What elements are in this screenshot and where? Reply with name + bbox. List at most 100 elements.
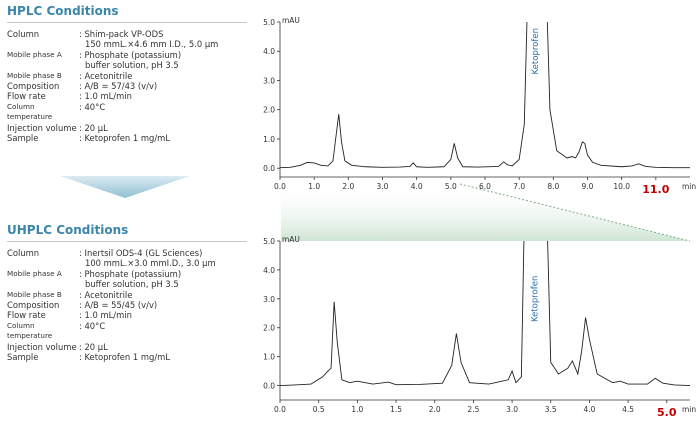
y-tick-label: 5.0 [263, 18, 275, 27]
y-tick-label: 0.0 [263, 382, 275, 391]
y-tick-label: 4.0 [263, 266, 275, 275]
x-tick-label: 0.0 [274, 182, 286, 191]
condition-label: Column [7, 248, 40, 258]
y-tick-label: 5.0 [263, 237, 275, 246]
y-tick-label: 0.0 [263, 164, 275, 173]
condition-label: Column temperature [7, 320, 53, 341]
condition-line: : Phosphate (potassium) [79, 49, 182, 60]
condition-label: Column [7, 29, 40, 39]
condition-value: : 1.0 mL/min [79, 310, 132, 320]
condition-row: Mobile phase B: Acetonitrile [7, 290, 247, 300]
condition-label: Mobile phase A [7, 49, 62, 59]
y-tick-label: 1.0 [263, 353, 275, 362]
condition-value: : A/B = 55/45 (v/v) [79, 300, 157, 310]
x-tick-label: 1.5 [390, 405, 402, 414]
peak-label: Ketoprofen [531, 276, 541, 322]
x-tick-label: 1.0 [308, 182, 320, 191]
condition-row: Column : Inertsil ODS-4 (GL Sciences) 100 … [7, 248, 247, 269]
x-tick-label: 4.0 [411, 182, 423, 191]
condition-row: Flow rate : 1.0 mL/min [7, 310, 247, 320]
condition-value: : 40°C [79, 102, 105, 123]
condition-label: Flow rate [7, 91, 46, 102]
peak-label: Ketoprofen [531, 28, 541, 74]
condition-line: : 1.0 mL/min [79, 91, 132, 102]
section-title: HPLC Conditions [7, 4, 247, 23]
condition-row: Column : Shim-pack VP-ODS 150 mmL.×4.6 mm … [7, 29, 247, 50]
x-tick-label: 11.0 [642, 183, 669, 196]
condition-line: : Ketoprofen 1 mg/mL [79, 133, 170, 144]
condition-line: : Inertsil ODS-4 (GL Sciences) [79, 248, 203, 258]
condition-value: : 20 μL [79, 123, 108, 133]
condition-value: : Phosphate (potassium) buffer solution, … [79, 50, 181, 71]
uhplc-conditions: UHPLC Conditions Column : Inertsil ODS-4 (… [7, 223, 247, 362]
condition-line: : 1.0 mL/min [79, 310, 132, 321]
condition-value: : Phosphate (potassium) buffer solution, … [79, 269, 181, 290]
y-tick-label: 4.0 [263, 47, 275, 56]
condition-row: Sample : Ketoprofen 1 mg/mL [7, 133, 247, 143]
x-tick-label: 0.0 [274, 405, 286, 414]
x-tick-label: 4.5 [622, 405, 634, 414]
condition-value: : 20 μL [79, 342, 108, 352]
condition-row: Mobile phase B: Acetonitrile [7, 71, 247, 81]
condition-label: Composition [7, 81, 60, 92]
condition-value: : Acetonitrile [79, 290, 132, 300]
condition-value: : Ketoprofen 1 mg/mL [79, 352, 170, 362]
x-tick-label: 2.5 [467, 405, 479, 414]
condition-row: Injection volume: 20 μL [7, 342, 247, 352]
x-tick-label: 3.0 [506, 405, 518, 414]
y-tick-label: 3.0 [263, 295, 275, 304]
condition-label: Sample [7, 133, 39, 144]
y-axis-label: mAU [282, 235, 300, 244]
section-title: UHPLC Conditions [7, 223, 247, 242]
x-tick-label: 4.0 [583, 405, 595, 414]
condition-value: : Inertsil ODS-4 (GL Sciences) 100 mmL.×3… [79, 248, 216, 269]
x-tick-label: 6.0 [479, 182, 491, 191]
condition-row: Composition: A/B = 55/45 (v/v) [7, 300, 247, 310]
condition-label: Sample [7, 352, 39, 363]
condition-line: : Shim-pack VP-ODS [79, 29, 164, 39]
condition-label: Mobile phase A [7, 268, 62, 278]
x-tick-label: 9.0 [582, 182, 594, 191]
condition-row: Composition : A/B = 57/43 (v/v) [7, 81, 247, 91]
condition-value: : A/B = 57/43 (v/v) [79, 81, 157, 91]
condition-label: Injection volume [7, 341, 77, 352]
condition-line: : Acetonitrile [79, 70, 133, 81]
condition-line: 100 mmL.×3.0 mmI.D., 3.0 μm [85, 258, 216, 269]
condition-line: : 20 μL [79, 122, 108, 133]
y-tick-label: 2.0 [263, 106, 275, 115]
condition-line: : 40°C [79, 101, 106, 112]
condition-line: : Acetonitrile [79, 289, 133, 300]
condition-line: 150 mmL.×4.6 mm I.D., 5.0 μm [85, 39, 219, 50]
trace [280, 241, 690, 386]
condition-row: Injection volume: 20 μL [7, 123, 247, 133]
x-tick-label: 2.0 [429, 405, 441, 414]
condition-line: buffer solution, pH 3.5 [85, 60, 179, 71]
x-tick-label: 7.0 [513, 182, 525, 191]
y-tick-label: 2.0 [263, 324, 275, 333]
x-tick-label: 0.5 [313, 405, 325, 414]
trace [280, 22, 690, 169]
condition-row: Mobile phase A : Phosphate (potassium) buf… [7, 269, 247, 290]
hplc-conditions: HPLC Conditions Column : Shim-pack VP-ODS 1… [7, 4, 247, 143]
x-tick-label: 8.0 [547, 182, 559, 191]
y-tick-label: 3.0 [263, 76, 275, 85]
x-axis-label: min [682, 182, 696, 191]
condition-row: Column temperature: 40°C [7, 321, 247, 342]
condition-line: : 20 μL [79, 341, 108, 352]
x-tick-label: 5.0 [657, 406, 677, 419]
y-tick-label: 1.0 [263, 135, 275, 144]
y-axis-label: mAU [282, 16, 300, 25]
condition-line: : A/B = 55/45 (v/v) [79, 300, 158, 311]
condition-row: Mobile phase A : Phosphate (potassium) buf… [7, 50, 247, 71]
condition-label: Flow rate [7, 310, 46, 321]
condition-line: buffer solution, pH 3.5 [85, 279, 179, 290]
x-axis-label: min [682, 405, 696, 414]
condition-line: : Ketoprofen 1 mg/mL [79, 352, 170, 363]
condition-row: Column temperature: 40°C [7, 102, 247, 123]
condition-value: : 1.0 mL/min [79, 91, 132, 101]
zoom-band [281, 184, 690, 241]
condition-line: : Phosphate (potassium) [79, 268, 182, 279]
x-tick-label: 2.0 [342, 182, 354, 191]
